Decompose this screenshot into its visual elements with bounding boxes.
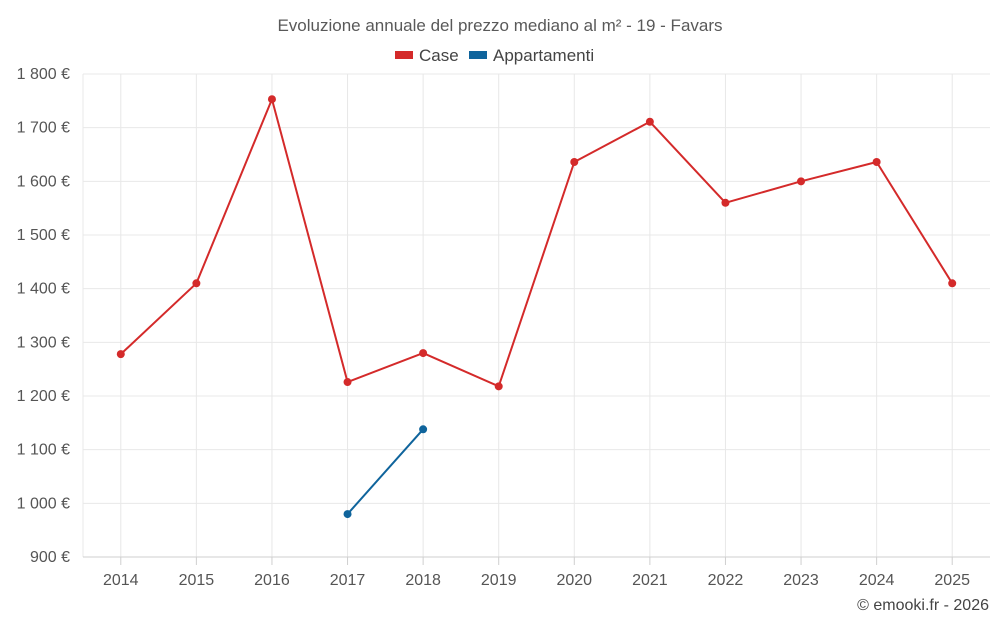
x-tick-label: 2014 (103, 572, 139, 589)
y-tick-label: 1 500 € (17, 227, 70, 244)
y-tick-label: 1 400 € (17, 281, 70, 298)
legend-label-appartamenti: Appartamenti (493, 46, 594, 65)
series (116, 95, 957, 519)
chart-title: Evoluzione annuale del prezzo mediano al… (277, 16, 722, 35)
data-point-case[interactable] (494, 382, 503, 391)
axes: 900 € 1 000 € 1 100 € 1 200 € 1 300 € 1 400 €… (17, 66, 990, 589)
series-line-appartamenti (346, 428, 424, 515)
y-tick-label: 1 200 € (17, 388, 70, 405)
data-point-case[interactable] (721, 198, 730, 207)
data-point-case[interactable] (570, 158, 579, 167)
data-point-case[interactable] (116, 350, 125, 359)
x-tick-label: 2016 (254, 572, 290, 589)
y-tick-label: 1 600 € (17, 173, 70, 190)
x-tick-label: 2023 (783, 572, 819, 589)
x-tick-label: 2024 (859, 572, 895, 589)
legend: Case Appartamenti (395, 46, 594, 65)
data-point-case[interactable] (797, 177, 806, 186)
legend-item-appartamenti[interactable]: Appartamenti (469, 46, 594, 65)
x-tick-label: 2018 (405, 572, 441, 589)
series-line-case (120, 98, 954, 388)
x-tick-label: 2021 (632, 572, 668, 589)
data-point-case[interactable] (419, 349, 428, 358)
grid (82, 73, 990, 557)
y-tick-label: 900 € (30, 549, 70, 566)
data-point-case[interactable] (267, 95, 276, 104)
data-point-case[interactable] (192, 279, 201, 288)
data-point-case[interactable] (948, 279, 957, 288)
y-tick-label: 1 300 € (17, 334, 70, 351)
legend-swatch-appartamenti (469, 51, 487, 59)
legend-swatch-case (395, 51, 413, 59)
y-tick-label: 1 800 € (17, 66, 70, 83)
legend-label-case: Case (419, 46, 459, 65)
data-point-appartamenti[interactable] (343, 510, 352, 519)
x-tick-label: 2022 (708, 572, 744, 589)
data-point-case[interactable] (343, 378, 352, 387)
x-tick-label: 2015 (179, 572, 215, 589)
y-tick-label: 1 100 € (17, 442, 70, 459)
y-tick-label: 1 700 € (17, 120, 70, 137)
data-point-case[interactable] (645, 117, 654, 126)
data-point-appartamenti[interactable] (419, 425, 428, 434)
x-tick-label: 2025 (934, 572, 970, 589)
legend-item-case[interactable]: Case (395, 46, 459, 65)
x-tick-label: 2019 (481, 572, 517, 589)
x-tick-label: 2020 (556, 572, 592, 589)
credit-text: © emooki.fr - 2026 (857, 597, 989, 614)
y-tick-label: 1 000 € (17, 495, 70, 512)
data-point-case[interactable] (872, 158, 881, 167)
x-tick-label: 2017 (330, 572, 366, 589)
